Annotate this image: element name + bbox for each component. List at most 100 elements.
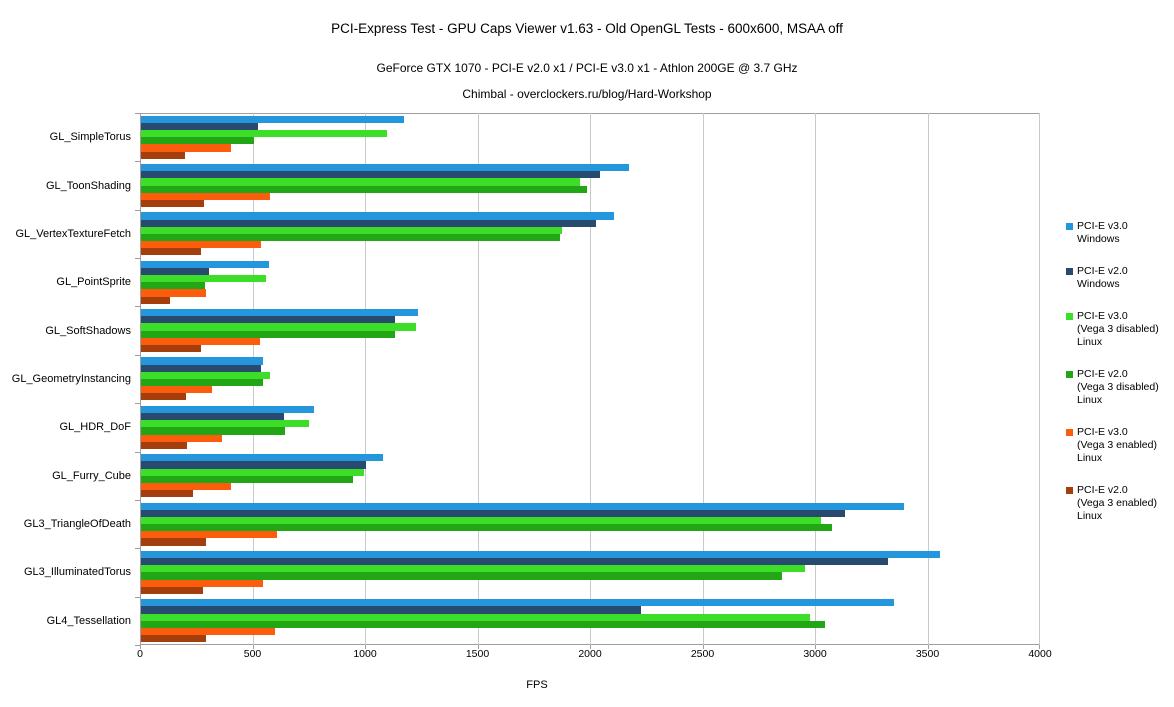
legend-label-line: (Vega 3 enabled)	[1077, 439, 1157, 451]
category-label: GL_HDR_DoF	[59, 421, 131, 434]
bar	[141, 171, 600, 179]
bar	[141, 613, 811, 621]
x-tick-mark	[702, 645, 704, 649]
legend-item: PCI-E v2.0 Windows	[1066, 265, 1172, 291]
bar	[141, 379, 263, 387]
bar	[141, 565, 805, 573]
y-tick-mark	[135, 500, 140, 501]
bar	[141, 241, 262, 249]
legend-swatch	[1066, 429, 1073, 436]
x-tick-mark	[140, 645, 141, 649]
plot-area	[140, 113, 1040, 645]
bar	[141, 178, 580, 186]
category-label: GL_GeometryInstancing	[11, 373, 131, 385]
legend-label-line: PCI-E v2.0	[1077, 368, 1128, 380]
category-label: GL_SimpleTorus	[49, 131, 131, 144]
bar	[141, 468, 364, 476]
bar	[141, 137, 254, 145]
legend-swatch	[1066, 371, 1073, 378]
y-tick-mark	[135, 258, 140, 259]
y-tick-mark	[135, 210, 140, 211]
bar	[141, 550, 940, 559]
bar	[141, 282, 206, 290]
bar	[141, 122, 258, 130]
legend-item: PCI-E v3.0 (Vega 3 enabled) Linux	[1066, 426, 1172, 465]
legend-swatch	[1066, 313, 1073, 320]
chart-subtitle: GeForce GTX 1070 - PCI-E v2.0 x1 / PCI-E…	[376, 61, 798, 75]
legend: PCI-E v3.0 Windows PCI-E v2.0 Windows PCI-E …	[1066, 220, 1172, 523]
bar	[141, 482, 231, 491]
chart-title: PCI-Express Test - GPU Caps Viewer v1.63…	[331, 21, 843, 36]
y-tick-mark	[135, 113, 140, 114]
category-label: GL_SoftShadows	[45, 324, 131, 337]
category-label: GL_PointSprite	[56, 276, 131, 289]
category-label: GL_VertexTextureFetch	[15, 227, 131, 240]
gridline	[365, 113, 366, 645]
legend-label-line: PCI-E v3.0	[1077, 426, 1128, 438]
bar	[141, 330, 396, 338]
x-tick-label: 2000	[578, 648, 602, 660]
legend-label-line: (Vega 3 enabled)	[1077, 497, 1157, 509]
bar	[141, 151, 185, 159]
legend-swatch	[1066, 487, 1073, 494]
legend-label-line: Windows	[1077, 278, 1120, 290]
bar	[141, 620, 825, 628]
legend-label-line: PCI-E v2.0	[1077, 265, 1128, 277]
legend-label-line: Linux	[1077, 336, 1103, 348]
legend-label-line: PCI-E v2.0	[1077, 484, 1128, 496]
bar	[141, 599, 894, 607]
bar	[141, 199, 204, 208]
category-label: GL_Furry_Cube	[52, 469, 131, 482]
bar	[141, 413, 284, 421]
x-tick-mark	[1039, 645, 1040, 649]
legend-label: PCI-E v2.0 (Vega 3 enabled) Linux	[1077, 484, 1157, 523]
y-tick-mark	[135, 645, 140, 646]
bar	[141, 289, 207, 297]
legend-item: PCI-E v3.0 (Vega 3 disabled) Linux	[1066, 310, 1172, 349]
bar	[141, 296, 171, 304]
bar	[141, 461, 366, 469]
bar	[141, 579, 263, 587]
bar	[141, 606, 641, 614]
bar	[141, 420, 309, 428]
bar	[141, 316, 396, 324]
bar	[141, 164, 630, 172]
gridline	[702, 113, 704, 645]
bar	[141, 516, 821, 525]
x-tick-mark	[477, 645, 479, 649]
legend-label-line: Linux	[1077, 510, 1103, 522]
bar	[141, 454, 383, 462]
x-tick-mark	[590, 645, 591, 649]
y-tick-mark	[135, 597, 140, 598]
legend-label-line: Linux	[1077, 394, 1103, 406]
category-label: GL4_Tessellation	[46, 614, 131, 627]
y-tick-mark	[135, 355, 140, 356]
x-tick-mark	[815, 645, 816, 649]
legend-label: PCI-E v2.0 Windows	[1077, 265, 1128, 291]
x-tick-mark	[252, 645, 254, 649]
category-label: GL3_IlluminatedTorus	[23, 566, 131, 579]
bar	[141, 524, 832, 532]
bar	[141, 192, 271, 200]
bar	[141, 212, 614, 220]
bar	[141, 627, 275, 636]
bar	[141, 635, 207, 643]
bar	[141, 226, 562, 234]
bar	[141, 434, 222, 442]
bar	[141, 531, 278, 539]
bar	[141, 393, 186, 401]
bar	[141, 219, 596, 227]
x-tick-label: 1000	[353, 648, 377, 660]
category-label: GL3_TriangleOfDeath	[23, 518, 131, 531]
y-tick-mark	[135, 306, 140, 307]
bar	[141, 185, 587, 193]
x-tick-label: 500	[243, 648, 262, 660]
legend-item: PCI-E v2.0 (Vega 3 disabled) Linux	[1066, 368, 1172, 407]
y-tick-mark	[135, 548, 140, 549]
bar	[141, 115, 405, 123]
legend-label-line: PCI-E v3.0	[1077, 310, 1128, 322]
x-tick-label: 3500	[915, 648, 940, 660]
bar	[141, 572, 783, 580]
legend-swatch	[1066, 268, 1073, 275]
gridline	[477, 113, 479, 645]
